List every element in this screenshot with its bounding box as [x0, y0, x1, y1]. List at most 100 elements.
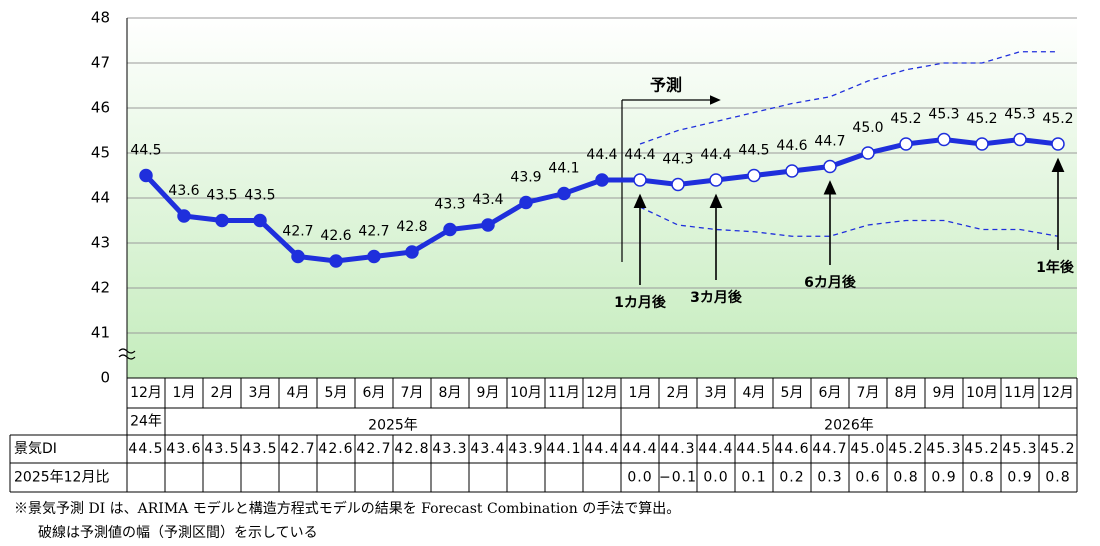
horizon-label: 1年後 — [1036, 259, 1075, 276]
data-label: 43.4 — [472, 192, 503, 208]
x-tick-label: 7月 — [401, 385, 424, 401]
x-tick-label: 5月 — [781, 385, 804, 401]
point — [747, 168, 761, 183]
table-change: 0.8 — [893, 470, 918, 486]
data-label: 42.8 — [396, 219, 427, 235]
point — [937, 132, 951, 147]
data-label: 42.7 — [358, 224, 389, 240]
data-label: 43.5 — [206, 188, 237, 204]
table-change: 0.9 — [931, 470, 956, 486]
table-change: 0.8 — [969, 470, 994, 486]
table-di: 43.5 — [204, 441, 239, 457]
table-change: 0.9 — [1007, 470, 1032, 486]
table-di: 43.3 — [432, 441, 467, 457]
x-tick-label: 9月 — [477, 385, 500, 401]
y-tick-label: 48 — [91, 9, 110, 27]
table-change: 0.2 — [779, 470, 804, 486]
point — [557, 186, 571, 201]
table-di: 44.4 — [698, 441, 733, 457]
data-label: 44.5 — [130, 143, 161, 159]
data-label: 44.1 — [548, 161, 579, 177]
point — [367, 249, 381, 264]
x-tick-label: 12月 — [586, 385, 618, 401]
table-change: 0.0 — [703, 470, 728, 486]
x-tick-label: 12月 — [130, 385, 162, 401]
horizon-label: 1カ月後 — [614, 294, 667, 311]
table-di: 44.7 — [812, 441, 847, 457]
point — [671, 177, 685, 192]
x-tick-label: 8月 — [439, 385, 462, 401]
table-di: 45.2 — [888, 441, 923, 457]
y-tick-label: 41 — [91, 324, 110, 342]
table-change: 0.0 — [627, 470, 652, 486]
y-axis-break-label: 0 — [100, 369, 110, 387]
x-tick-label: 10月 — [510, 385, 542, 401]
x-tick-label: 8月 — [895, 385, 918, 401]
horizon-label: 6カ月後 — [804, 274, 857, 291]
table-change: 0.3 — [817, 470, 842, 486]
data-label: 42.6 — [320, 228, 351, 244]
table-change: 0.8 — [1045, 470, 1070, 486]
data-label: 45.2 — [1042, 111, 1073, 127]
point — [405, 245, 419, 259]
data-label: 44.4 — [624, 147, 655, 163]
row-label: 2025年12月比 — [14, 470, 109, 486]
note: ※景気予測 DI は、ARIMA モデルと構造方程式モデルの結果を Foreca… — [14, 500, 680, 517]
table-change: 0.1 — [741, 470, 766, 486]
table-di: 43.5 — [242, 441, 277, 457]
table-di: 44.6 — [774, 441, 809, 457]
x-tick-label: 4月 — [287, 385, 310, 401]
interval-line — [639, 206, 1059, 237]
point — [785, 164, 799, 178]
y-tick-label: 47 — [91, 54, 110, 72]
x-tick-label: 10月 — [966, 385, 998, 401]
data-label: 45.2 — [966, 111, 997, 127]
y-tick-label: 45 — [91, 144, 110, 162]
table-di: 42.7 — [356, 441, 391, 457]
point — [291, 249, 305, 264]
table-di: 44.4 — [584, 441, 619, 457]
data-label: 45.3 — [928, 107, 959, 123]
data-label: 44.6 — [776, 138, 807, 154]
x-tick-label: 1月 — [629, 385, 652, 401]
table-di: 45.3 — [1002, 441, 1037, 457]
x-tick-label: 11月 — [1004, 385, 1036, 401]
table-di: 42.6 — [318, 441, 353, 457]
table-change: 0.6 — [855, 470, 880, 486]
data-label: 43.5 — [244, 188, 275, 204]
row-label: 景気DI — [14, 441, 57, 457]
point — [823, 159, 837, 174]
point — [709, 173, 723, 187]
data-label: 44.3 — [662, 152, 693, 168]
table-di: 42.7 — [280, 441, 315, 457]
table-di: 45.2 — [964, 441, 999, 457]
point — [443, 222, 457, 237]
table-di: 44.5 — [128, 441, 163, 457]
table-di: 43.6 — [166, 441, 201, 457]
y-tick-label: 46 — [91, 99, 110, 117]
point — [975, 137, 989, 151]
data-label: 44.4 — [700, 147, 731, 163]
year-label: 2026年 — [824, 418, 874, 434]
y-tick-label: 43 — [91, 234, 110, 252]
point — [633, 173, 647, 187]
point — [861, 146, 875, 160]
x-tick-label: 2月 — [211, 385, 234, 401]
data-label: 45.0 — [852, 120, 883, 136]
data-label: 44.7 — [814, 134, 845, 150]
point — [177, 209, 191, 223]
point — [899, 137, 913, 151]
x-tick-label: 4月 — [743, 385, 766, 401]
year-label: 2025年 — [368, 418, 418, 434]
point — [519, 195, 533, 210]
table-di: 45.0 — [850, 441, 885, 457]
point — [1051, 137, 1065, 151]
y-tick-label: 44 — [91, 189, 110, 207]
x-tick-label: 6月 — [363, 385, 386, 401]
note: 破線は予測値の幅（予測区間）を示している — [38, 525, 318, 541]
data-label: 42.7 — [282, 224, 313, 240]
point — [215, 213, 229, 228]
table-di: 44.3 — [660, 441, 695, 457]
table-di: 44.1 — [546, 441, 581, 457]
